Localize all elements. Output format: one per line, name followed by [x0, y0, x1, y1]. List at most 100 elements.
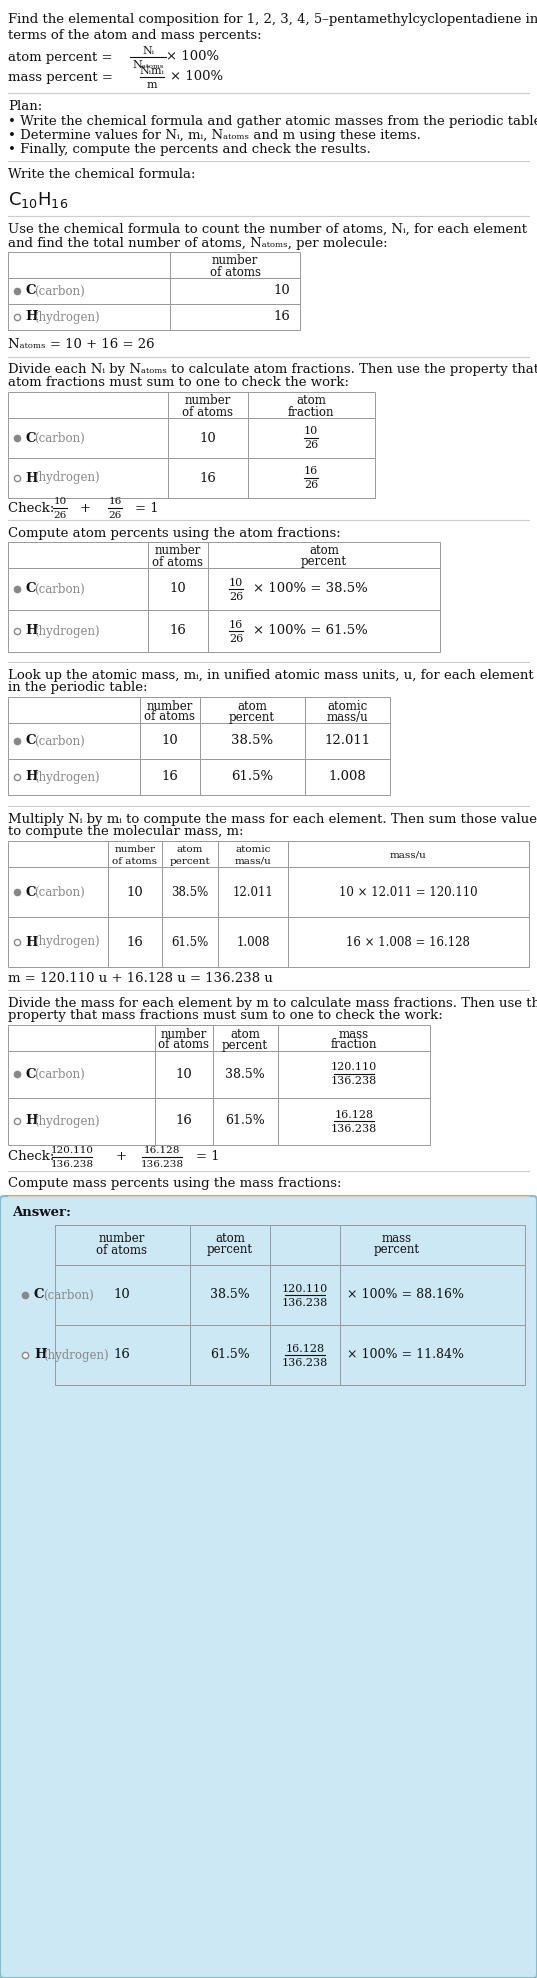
- Text: H: H: [25, 471, 38, 485]
- Text: • Write the chemical formula and gather atomic masses from the periodic table.: • Write the chemical formula and gather …: [8, 115, 537, 127]
- Text: (hydrogen): (hydrogen): [34, 625, 100, 637]
- Text: and find the total number of atoms, Nₐₜₒₘₛ, per molecule:: and find the total number of atoms, Nₐₜₒ…: [8, 237, 388, 249]
- Text: 16: 16: [127, 936, 143, 949]
- Text: 1.008: 1.008: [328, 771, 366, 783]
- Text: Find the elemental composition for 1, 2, 3, 4, 5–pentamethylcyclopentadiene in: Find the elemental composition for 1, 2,…: [8, 14, 537, 26]
- Text: C: C: [25, 431, 35, 445]
- Text: number: number: [155, 544, 201, 558]
- Bar: [208, 542, 440, 568]
- Text: atom: atom: [296, 394, 326, 407]
- Text: 16.128: 16.128: [335, 1110, 374, 1120]
- Text: C: C: [25, 1068, 35, 1080]
- Text: percent: percent: [222, 1038, 268, 1052]
- Bar: [190, 1266, 270, 1325]
- Bar: [8, 609, 148, 653]
- Text: mass: mass: [339, 1027, 369, 1040]
- Bar: [8, 392, 168, 417]
- Text: of atoms: of atoms: [158, 1038, 209, 1052]
- Bar: [162, 918, 218, 967]
- Text: 10: 10: [127, 886, 143, 898]
- Bar: [200, 696, 305, 724]
- Bar: [8, 696, 140, 724]
- Text: 10: 10: [176, 1068, 192, 1080]
- Text: 16: 16: [113, 1349, 130, 1361]
- Text: of atoms: of atoms: [153, 556, 204, 568]
- Bar: [140, 696, 200, 724]
- Text: 16: 16: [170, 625, 186, 637]
- Text: 16: 16: [176, 1114, 192, 1127]
- Text: C: C: [25, 734, 35, 748]
- Bar: [213, 1050, 278, 1098]
- Text: 136.238: 136.238: [141, 1159, 184, 1169]
- Text: number: number: [99, 1232, 145, 1244]
- Bar: [55, 1325, 190, 1385]
- Text: atom percent =: atom percent =: [8, 51, 117, 63]
- Text: (carbon): (carbon): [34, 285, 85, 297]
- Text: mass/u: mass/u: [235, 856, 271, 866]
- Text: × 100% = 88.16%: × 100% = 88.16%: [347, 1288, 464, 1302]
- Text: C: C: [25, 886, 35, 898]
- Bar: [248, 417, 375, 459]
- Text: C: C: [25, 582, 35, 595]
- Bar: [340, 1325, 525, 1385]
- Text: of atoms: of atoms: [183, 405, 234, 419]
- Text: Divide each Nᵢ by Nₐₜₒₘₛ to calculate atom fractions. Then use the property that: Divide each Nᵢ by Nₐₜₒₘₛ to calculate at…: [8, 364, 537, 376]
- Text: m: m: [147, 79, 157, 89]
- Bar: [8, 760, 140, 795]
- Bar: [170, 305, 300, 330]
- Bar: [8, 866, 108, 918]
- Text: 136.238: 136.238: [282, 1298, 328, 1307]
- Text: 38.5%: 38.5%: [231, 734, 273, 748]
- Text: (carbon): (carbon): [34, 734, 85, 748]
- Text: Compute mass percents using the mass fractions:: Compute mass percents using the mass fra…: [8, 1177, 342, 1191]
- Text: = 1: = 1: [135, 502, 158, 514]
- Bar: [168, 459, 248, 498]
- Bar: [8, 1098, 155, 1145]
- Text: 10: 10: [304, 427, 318, 437]
- Text: 16.128: 16.128: [286, 1343, 324, 1353]
- Bar: [162, 841, 218, 866]
- Text: 136.238: 136.238: [331, 1076, 377, 1086]
- Text: (carbon): (carbon): [34, 431, 85, 445]
- Text: (hydrogen): (hydrogen): [43, 1349, 108, 1361]
- Bar: [8, 542, 148, 568]
- Text: • Determine values for Nᵢ, mᵢ, Nₐₜₒₘₛ and m using these items.: • Determine values for Nᵢ, mᵢ, Nₐₜₒₘₛ an…: [8, 129, 421, 142]
- Text: atom: atom: [215, 1232, 245, 1244]
- Bar: [108, 866, 162, 918]
- Bar: [218, 841, 288, 866]
- Bar: [288, 866, 529, 918]
- Bar: [190, 1224, 270, 1266]
- Bar: [208, 609, 440, 653]
- Text: H: H: [25, 771, 38, 783]
- Text: 10: 10: [162, 734, 178, 748]
- Bar: [248, 459, 375, 498]
- Bar: [270, 1266, 340, 1325]
- Bar: [155, 1050, 213, 1098]
- Text: 16.128: 16.128: [144, 1145, 180, 1155]
- Text: Nₐₜₒₘₛ: Nₐₜₒₘₛ: [132, 59, 164, 69]
- Text: atom: atom: [230, 1027, 260, 1040]
- Text: Check:: Check:: [8, 502, 59, 514]
- Bar: [168, 417, 248, 459]
- Text: percent: percent: [374, 1244, 420, 1256]
- Bar: [213, 1098, 278, 1145]
- Text: of atoms: of atoms: [112, 856, 157, 866]
- Text: (hydrogen): (hydrogen): [34, 311, 100, 324]
- Text: 26: 26: [108, 510, 121, 520]
- Text: 120.110: 120.110: [282, 1284, 328, 1294]
- Text: 10: 10: [229, 578, 243, 587]
- Text: 61.5%: 61.5%: [231, 771, 273, 783]
- Bar: [8, 1025, 155, 1050]
- Text: 16: 16: [200, 471, 216, 485]
- Bar: [148, 609, 208, 653]
- Text: 12.011: 12.011: [324, 734, 370, 748]
- Bar: [8, 417, 168, 459]
- Text: (carbon): (carbon): [34, 886, 85, 898]
- Text: $\mathregular{C_{10}H_{16}}$: $\mathregular{C_{10}H_{16}}$: [8, 190, 68, 210]
- Bar: [340, 1224, 525, 1266]
- Text: 26: 26: [304, 481, 318, 491]
- Text: H: H: [25, 311, 38, 324]
- Text: × 100% = 11.84%: × 100% = 11.84%: [347, 1349, 464, 1361]
- Text: 136.238: 136.238: [282, 1357, 328, 1367]
- Bar: [218, 918, 288, 967]
